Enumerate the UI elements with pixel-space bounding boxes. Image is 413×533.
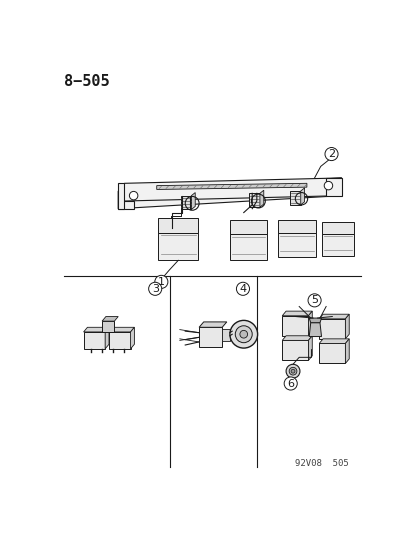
Polygon shape: [300, 188, 304, 205]
Polygon shape: [191, 192, 195, 209]
Text: 5: 5: [310, 295, 317, 305]
Polygon shape: [309, 322, 321, 336]
Circle shape: [239, 330, 247, 338]
Polygon shape: [282, 336, 311, 341]
Circle shape: [324, 148, 337, 160]
Circle shape: [307, 294, 320, 307]
Polygon shape: [118, 191, 133, 209]
Bar: [118, 183, 124, 209]
Polygon shape: [109, 327, 134, 332]
Bar: [282, 341, 308, 360]
Circle shape: [288, 367, 296, 375]
Circle shape: [229, 320, 257, 348]
Polygon shape: [318, 339, 349, 343]
Text: 4: 4: [239, 284, 246, 294]
Polygon shape: [318, 314, 349, 319]
Circle shape: [154, 276, 168, 288]
Bar: [199, 327, 222, 348]
Bar: [102, 321, 114, 332]
Circle shape: [285, 364, 299, 378]
Polygon shape: [308, 311, 311, 336]
Circle shape: [148, 282, 161, 295]
Bar: [318, 343, 344, 364]
Bar: [325, 178, 341, 196]
Bar: [318, 319, 344, 339]
Circle shape: [236, 282, 249, 295]
Bar: [158, 233, 198, 260]
Bar: [109, 332, 130, 349]
Polygon shape: [259, 190, 263, 207]
Polygon shape: [124, 178, 341, 201]
Bar: [277, 220, 316, 233]
Polygon shape: [102, 317, 118, 321]
Bar: [321, 222, 353, 233]
Polygon shape: [105, 327, 109, 349]
Bar: [229, 220, 266, 235]
Text: 92V08  505: 92V08 505: [295, 459, 349, 468]
Text: 3: 3: [151, 284, 158, 294]
Polygon shape: [282, 311, 311, 316]
Circle shape: [129, 191, 138, 200]
Text: 1: 1: [157, 277, 164, 287]
Circle shape: [290, 369, 294, 373]
Polygon shape: [83, 327, 109, 332]
Polygon shape: [157, 183, 306, 189]
Polygon shape: [308, 336, 311, 360]
Bar: [249, 193, 259, 207]
Polygon shape: [309, 318, 321, 322]
Bar: [83, 332, 105, 349]
Circle shape: [323, 181, 332, 190]
Bar: [282, 316, 308, 336]
Bar: [321, 233, 353, 256]
Polygon shape: [118, 178, 341, 209]
Polygon shape: [344, 339, 349, 364]
Bar: [180, 196, 191, 209]
Text: 6: 6: [287, 378, 294, 389]
Bar: [222, 329, 229, 341]
Circle shape: [283, 377, 297, 390]
Bar: [158, 218, 198, 233]
Polygon shape: [130, 327, 134, 349]
Circle shape: [235, 326, 252, 343]
Polygon shape: [344, 314, 349, 339]
Bar: [289, 191, 300, 205]
Polygon shape: [199, 322, 226, 327]
Bar: [229, 235, 266, 260]
Text: 2: 2: [327, 149, 334, 159]
Bar: [277, 233, 316, 257]
Text: 8−505: 8−505: [64, 74, 109, 89]
